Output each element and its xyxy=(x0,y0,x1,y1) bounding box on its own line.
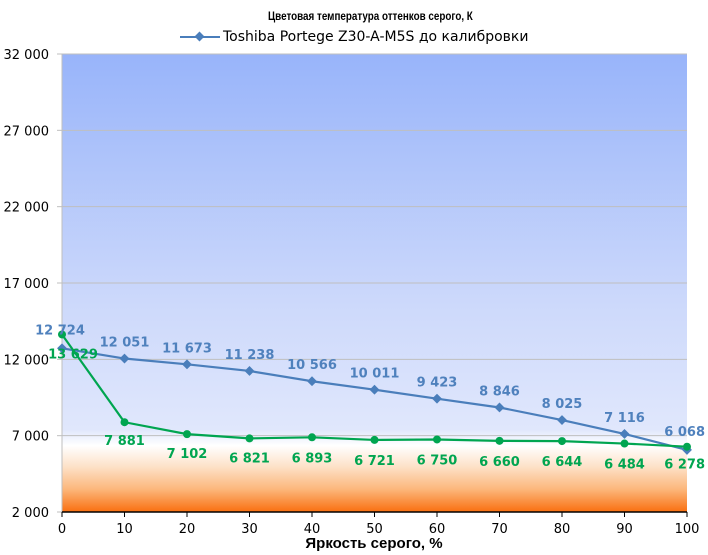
data-label: 7 881 xyxy=(104,434,145,449)
data-point-diamond-icon xyxy=(182,359,192,370)
x-tick-label: 20 xyxy=(179,522,196,537)
data-label: 6 644 xyxy=(542,455,583,470)
x-tick-label: 30 xyxy=(241,522,258,537)
data-label: 8 846 xyxy=(479,384,520,399)
data-label: 6 278 xyxy=(664,458,705,473)
data-point-diamond-icon xyxy=(369,384,380,395)
data-point-diamond-icon xyxy=(557,415,567,425)
y-tick-label: 17 000 xyxy=(4,277,50,292)
x-tick-label: 50 xyxy=(366,522,383,537)
data-point-circle-icon xyxy=(433,435,441,444)
data-point-circle-icon xyxy=(683,442,691,451)
legend-series-marker-icon xyxy=(180,30,220,44)
data-label: 6 068 xyxy=(664,425,705,440)
data-label: 6 893 xyxy=(292,451,333,466)
x-tick-label: 80 xyxy=(554,522,571,537)
data-point-circle-icon xyxy=(495,436,504,445)
data-point-circle-icon xyxy=(620,439,629,448)
data-point-diamond-icon xyxy=(619,428,630,439)
x-tick-label: 60 xyxy=(429,522,446,537)
data-label: 6 484 xyxy=(604,458,645,473)
y-tick-label: 7 000 xyxy=(12,430,49,445)
data-point-circle-icon xyxy=(58,330,66,339)
chart-title: Цветовая температура оттенков серого, К xyxy=(267,9,473,23)
data-label: 10 011 xyxy=(350,367,400,382)
data-point-circle-icon xyxy=(183,430,191,439)
data-point-circle-icon xyxy=(245,434,254,443)
x-tick-label: 0 xyxy=(58,522,66,537)
data-label: 12 051 xyxy=(100,336,150,351)
y-tick-label: 27 000 xyxy=(4,124,50,139)
x-tick-label: 40 xyxy=(304,522,321,537)
x-axis-title: Яркость серого, % xyxy=(305,535,443,552)
legend-label: Toshiba Portege Z30-A-M5S до калибровки xyxy=(223,29,529,45)
data-label: 7 102 xyxy=(167,447,208,462)
data-label: 6 660 xyxy=(479,455,520,470)
data-label: 13 629 xyxy=(48,347,98,362)
gridlines xyxy=(62,53,687,437)
data-label: 6 721 xyxy=(354,454,395,469)
data-label: 6 821 xyxy=(229,451,270,466)
data-point-diamond-icon xyxy=(307,376,317,387)
series-lines xyxy=(57,330,692,455)
data-point-circle-icon xyxy=(558,437,566,446)
axes: 2 000 7 000 12 000 17 000 22 000 27 000 32 000… xyxy=(4,48,700,537)
y-tick-label: 12 000 xyxy=(4,353,50,368)
y-tick-label: 32 000 xyxy=(4,48,50,63)
data-point-circle-icon xyxy=(370,435,379,444)
data-label: 7 116 xyxy=(604,411,645,426)
x-tick-label: 90 xyxy=(616,522,633,537)
data-point-diamond-icon xyxy=(244,366,255,376)
data-labels: 12 724 12 051 11 673 11 238 10 566 10 011 9 42… xyxy=(35,323,705,472)
data-label: 12 724 xyxy=(35,323,85,338)
data-point-diamond-icon xyxy=(494,402,505,413)
x-tick-label: 10 xyxy=(116,522,133,537)
data-label: 6 750 xyxy=(417,453,458,468)
x-tick-label: 70 xyxy=(491,522,508,537)
y-tick-label: 22 000 xyxy=(4,201,50,216)
data-label: 9 423 xyxy=(417,376,458,391)
data-label: 8 025 xyxy=(542,397,583,412)
data-point-circle-icon xyxy=(308,433,316,442)
y-tick-label: 2 000 xyxy=(12,506,49,521)
data-label: 11 673 xyxy=(162,341,212,356)
legend: Toshiba Portege Z30-A-M5S до калибровки xyxy=(180,29,529,45)
data-label: 11 238 xyxy=(225,348,275,363)
x-tick-label: 100 xyxy=(675,522,700,537)
data-point-circle-icon xyxy=(120,418,129,427)
data-label: 10 566 xyxy=(287,358,337,373)
data-point-diamond-icon xyxy=(432,393,442,404)
